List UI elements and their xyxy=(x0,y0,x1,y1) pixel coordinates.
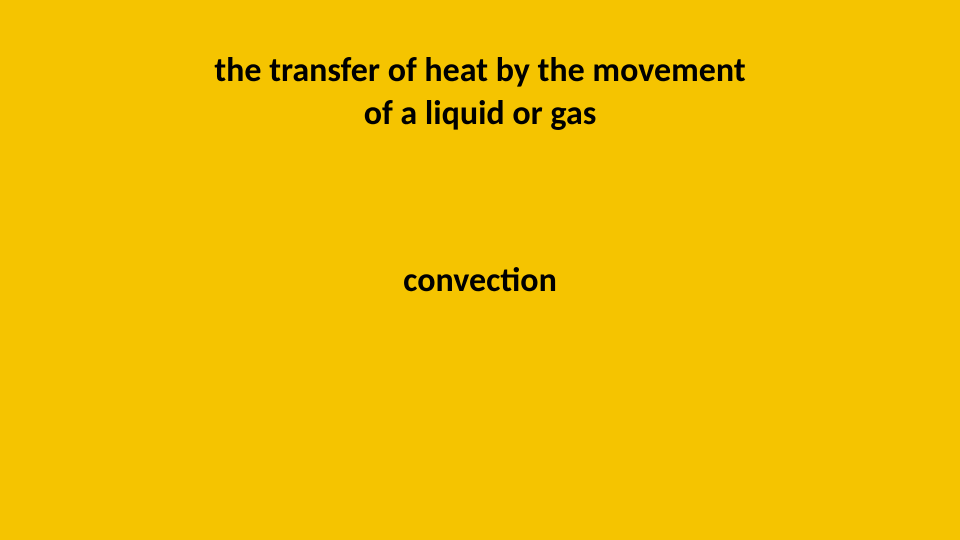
term-text: convection xyxy=(0,260,960,301)
definition-line-2: of a liquid or gas xyxy=(0,93,960,136)
definition-line-1: the transfer of heat by the movement xyxy=(0,50,960,93)
definition-text: the transfer of heat by the movement of … xyxy=(0,50,960,135)
slide-container: the transfer of heat by the movement of … xyxy=(0,0,960,540)
